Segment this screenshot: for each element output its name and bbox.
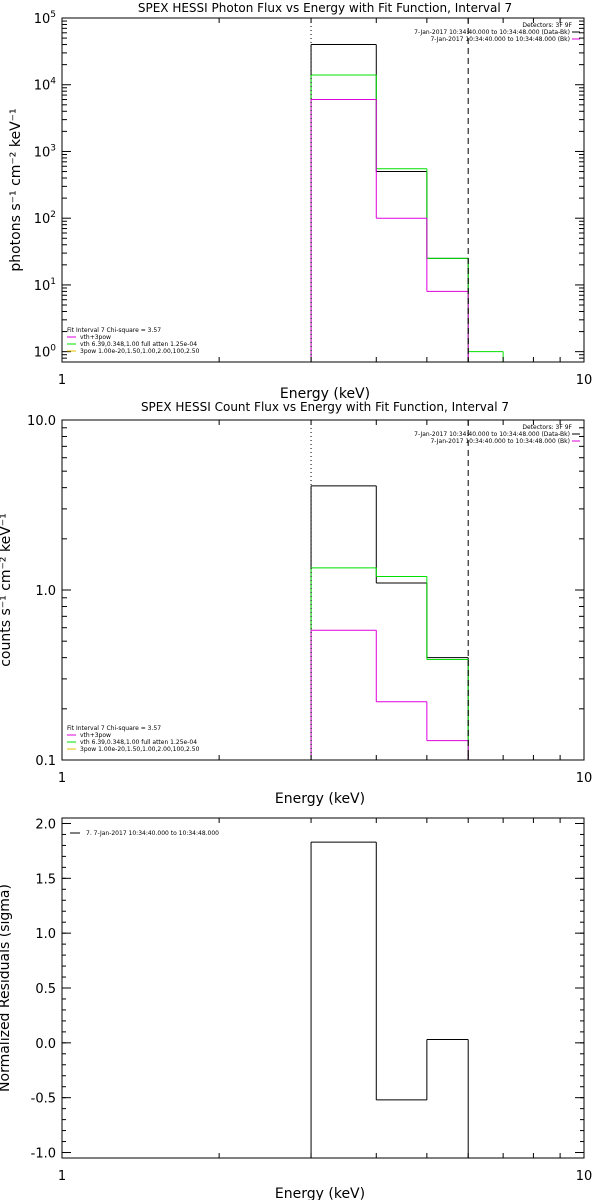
y-tick-label: 10.0 — [27, 414, 56, 429]
legend-entry: Detectors: 3F 9F — [522, 22, 572, 29]
legend-entry: 7-Jan-2017 10:34:40.000 to 10:34:48.000 … — [430, 36, 570, 43]
y-tick-label: 0.1 — [35, 754, 56, 769]
legend-entry: Fit Interval 7 Chi-square = 3.57 — [67, 327, 161, 334]
y-tick-label: 0.5 — [35, 982, 56, 997]
photon-flux-panel: SPEX HESSI Photon Flux vs Energy with Fi… — [8, 1, 592, 402]
ticks-layer: 1 10 -1.0 -0.5 0.0 0.5 1.0 1.5 2.0 — [31, 817, 593, 1184]
y-tick-label: 105 — [34, 10, 56, 27]
bins-layer — [310, 841, 469, 1158]
legend-bottom-left: Fit Interval 7 Chi-square = 3.57vth+3pow… — [67, 327, 200, 355]
panel-title: SPEX HESSI Count Flux vs Energy with Fit… — [141, 400, 509, 414]
x-tick-label: 10 — [576, 771, 593, 786]
legend-entry: vth+3pow — [80, 732, 111, 739]
legend-entry: 3pow 1.00e-20,1.50,1.00,2.00,100,2.50 — [80, 348, 200, 355]
legend-entry: Detectors: 3F 9F — [522, 424, 572, 431]
legend-entry: vth+3pow — [80, 334, 111, 341]
x-tick-label: 10 — [576, 373, 593, 388]
legend-top-left: 7. 7-Jan-2017 10:34:40.000 to 10:34:48.0… — [70, 830, 219, 837]
legend-entry: 3pow 1.00e-20,1.50,1.00,2.00,100,2.50 — [80, 746, 200, 753]
x-tick-label: 10 — [576, 1169, 593, 1184]
legend-entry: 7-Jan-2017 10:34:40.000 to 10:34:48.000 … — [414, 431, 570, 438]
plot-frame — [61, 817, 585, 1159]
y-tick-label: -0.5 — [31, 1092, 56, 1107]
y-tick-label: 0.0 — [35, 1037, 56, 1052]
x-axis-label: Energy (keV) — [280, 386, 370, 402]
y-tick-label: 102 — [34, 210, 56, 227]
legend-bottom-left: Fit Interval 7 Chi-square = 3.57vth+3pow… — [67, 725, 200, 753]
ticks-layer: 1 10 0.1 1.0 10.0 — [27, 414, 592, 786]
x-tick-label: 1 — [58, 771, 66, 786]
y-tick-label: 2.0 — [35, 817, 56, 832]
x-axis-label: Energy (keV) — [275, 791, 365, 807]
legend-entry: 7-Jan-2017 10:34:40.000 to 10:34:48.000 … — [430, 438, 570, 445]
legend-top-right: Detectors: 3F 9F7-Jan-2017 10:34:40.000 … — [414, 22, 580, 43]
y-tick-label: 104 — [34, 77, 57, 94]
y-tick-label: 1.5 — [35, 872, 56, 887]
bins-layer — [310, 44, 504, 362]
legend-top-right: Detectors: 3F 9F7-Jan-2017 10:34:40.000 … — [414, 424, 580, 445]
legend-entry: vth 6.39,0.348,1.00 full atten 1.25e-04 — [80, 739, 197, 746]
plot-frame — [61, 17, 585, 363]
plot-frame — [61, 419, 585, 761]
y-tick-label: -1.0 — [31, 1147, 56, 1162]
y-tick-label: 1.0 — [35, 584, 56, 599]
y-tick-label: 103 — [34, 143, 56, 160]
residuals-panel: 1 10 -1.0 -0.5 0.0 0.5 1.0 1.5 2.0 Normalized Re… — [0, 817, 592, 1200]
y-tick-label: 1.0 — [35, 927, 56, 942]
y-axis-label: counts s⁻¹ cm⁻² keV⁻¹ — [0, 513, 14, 667]
y-axis-label: photons s⁻¹ cm⁻² keV⁻¹ — [8, 108, 24, 271]
marker-lines-layer — [310, 18, 469, 362]
y-tick-label: 101 — [34, 277, 56, 294]
y-axis-label: Normalized Residuals (sigma) — [0, 884, 13, 1092]
x-tick-label: 1 — [58, 1169, 66, 1184]
marker-lines-layer — [310, 420, 469, 760]
count-flux-panel: SPEX HESSI Count Flux vs Energy with Fit… — [0, 400, 592, 807]
legend-entry: 7. 7-Jan-2017 10:34:40.000 to 10:34:48.0… — [86, 830, 219, 837]
legend-entry: Fit Interval 7 Chi-square = 3.57 — [67, 725, 161, 732]
x-axis-label: Energy (keV) — [275, 1186, 365, 1200]
legend-entry: vth 6.39,0.348,1.00 full atten 1.25e-04 — [80, 341, 197, 348]
y-tick-label: 100 — [34, 344, 57, 361]
bins-layer — [310, 485, 469, 760]
legend-entry: 7-Jan-2017 10:34:40.000 to 10:34:48.000 … — [414, 29, 570, 36]
panel-title: SPEX HESSI Photon Flux vs Energy with Fi… — [138, 1, 512, 15]
x-tick-label: 1 — [58, 373, 66, 388]
